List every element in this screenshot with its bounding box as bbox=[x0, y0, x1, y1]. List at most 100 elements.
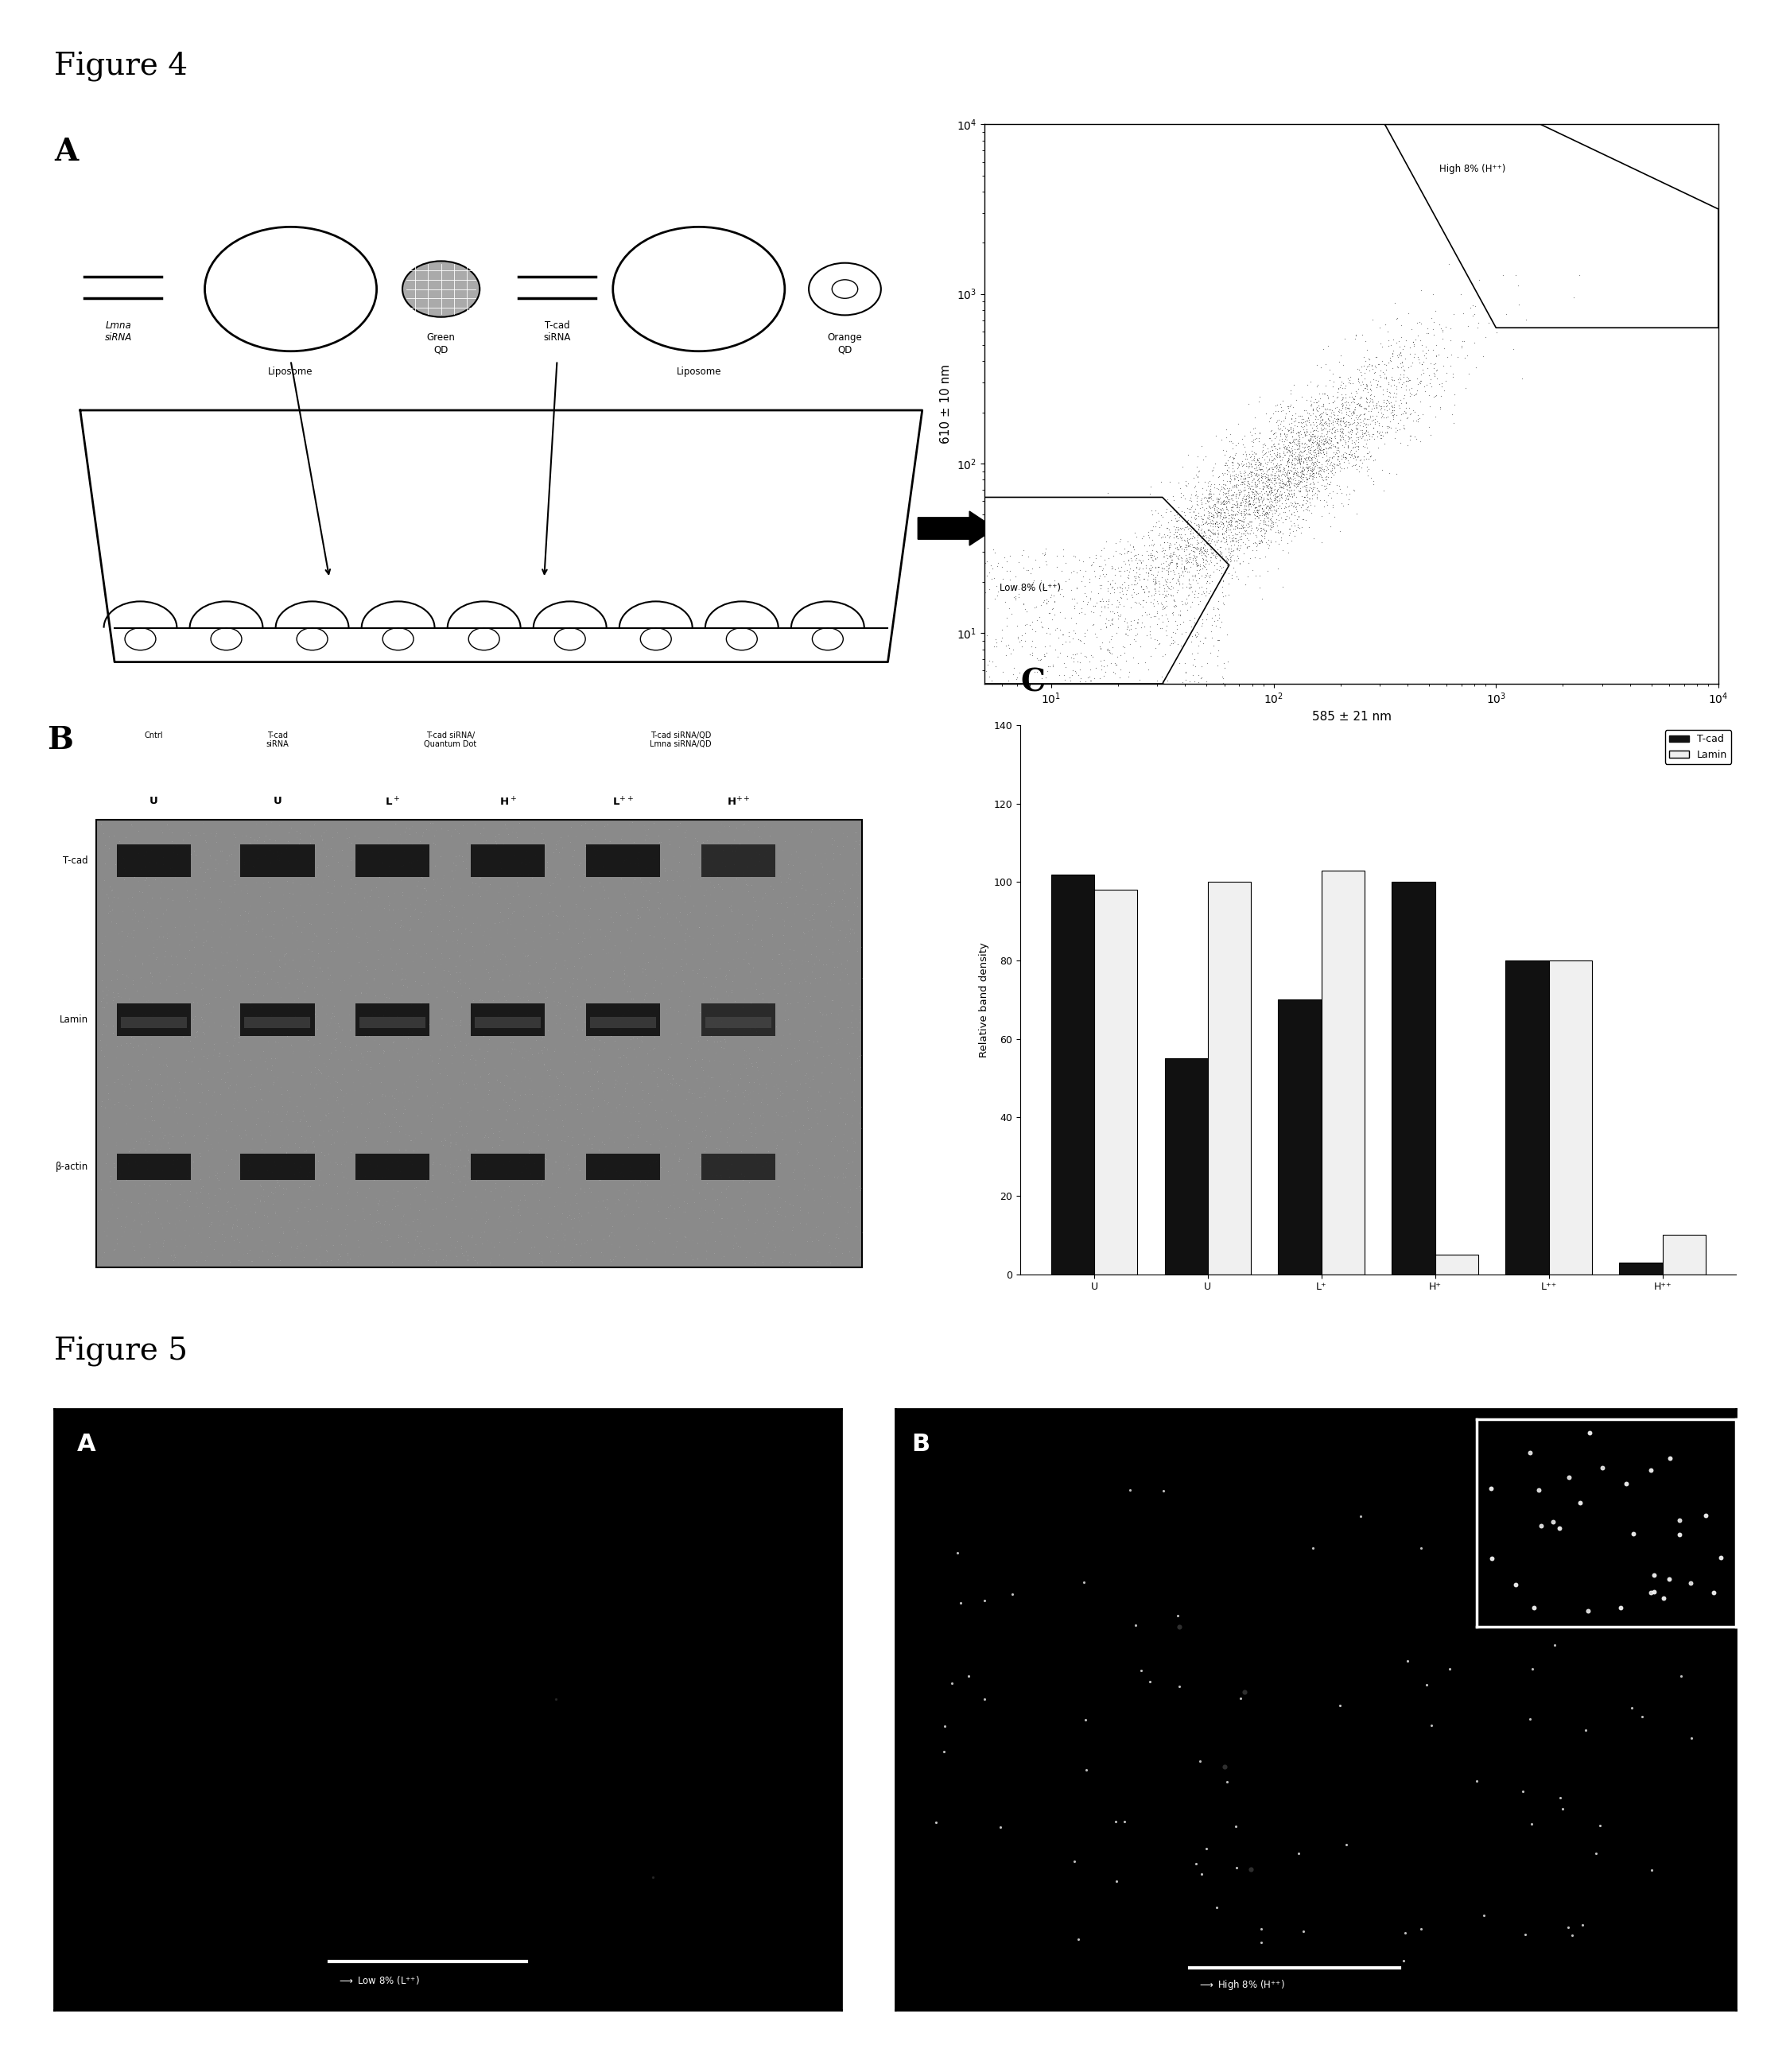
Point bbox=[1283, 510, 1312, 543]
Point bbox=[653, 1202, 682, 1235]
Point bbox=[1296, 425, 1325, 458]
Point bbox=[596, 1113, 625, 1146]
Point bbox=[619, 1090, 648, 1123]
Point bbox=[659, 1179, 687, 1212]
Point bbox=[1214, 543, 1242, 576]
Point bbox=[845, 1005, 874, 1038]
Point bbox=[601, 1185, 630, 1218]
Point bbox=[1217, 535, 1246, 568]
Point bbox=[816, 997, 845, 1030]
Point bbox=[691, 1227, 720, 1260]
Point bbox=[1212, 555, 1240, 588]
Point bbox=[1223, 487, 1251, 520]
Point bbox=[358, 1210, 387, 1243]
Point bbox=[371, 858, 399, 891]
Point bbox=[473, 874, 501, 908]
Point bbox=[1341, 394, 1369, 427]
Point bbox=[421, 868, 449, 901]
Point bbox=[387, 1169, 415, 1202]
Point bbox=[1131, 555, 1160, 588]
Point bbox=[1353, 458, 1382, 491]
Point bbox=[1190, 518, 1219, 551]
Point bbox=[576, 1053, 605, 1086]
Point bbox=[161, 970, 190, 1003]
Point bbox=[317, 934, 345, 968]
Point bbox=[847, 887, 875, 920]
Point bbox=[623, 899, 652, 932]
Point bbox=[132, 1196, 161, 1229]
Point bbox=[1307, 437, 1335, 470]
Point bbox=[394, 881, 422, 914]
Point bbox=[260, 1239, 288, 1272]
Point bbox=[1436, 1651, 1464, 1685]
Point bbox=[696, 1119, 725, 1152]
Point bbox=[147, 1069, 175, 1102]
Point bbox=[1214, 485, 1242, 518]
Point bbox=[174, 1183, 202, 1216]
Point bbox=[755, 1048, 784, 1082]
Point bbox=[490, 1191, 519, 1225]
Point bbox=[1137, 528, 1165, 562]
Point bbox=[489, 827, 517, 860]
Point bbox=[616, 879, 644, 912]
Point bbox=[1421, 379, 1450, 412]
Point bbox=[1072, 553, 1101, 586]
Point bbox=[1212, 499, 1240, 533]
Point bbox=[524, 1117, 553, 1150]
Point bbox=[403, 1233, 431, 1266]
Point bbox=[1292, 441, 1321, 474]
Point bbox=[1274, 450, 1303, 483]
Point bbox=[820, 1042, 848, 1075]
Point bbox=[188, 1003, 217, 1036]
Point bbox=[1230, 479, 1258, 512]
Point bbox=[1215, 466, 1244, 499]
Point bbox=[528, 1086, 557, 1119]
Point bbox=[179, 1210, 208, 1243]
Point bbox=[584, 827, 612, 860]
Point bbox=[295, 1193, 324, 1227]
Point bbox=[448, 1065, 476, 1098]
Point bbox=[673, 992, 702, 1026]
Point bbox=[1396, 332, 1425, 365]
Point bbox=[1310, 377, 1339, 410]
Point bbox=[1167, 512, 1196, 545]
Point bbox=[1196, 520, 1224, 553]
Point bbox=[1065, 624, 1094, 657]
Point bbox=[179, 1200, 208, 1233]
Point bbox=[448, 1237, 476, 1270]
Point bbox=[818, 821, 847, 854]
Point bbox=[797, 1063, 825, 1096]
Point bbox=[684, 1034, 712, 1067]
Point bbox=[616, 845, 644, 879]
Point bbox=[313, 926, 342, 959]
Point bbox=[1317, 450, 1346, 483]
Point bbox=[1149, 551, 1178, 584]
Point bbox=[496, 908, 524, 941]
Point bbox=[668, 874, 696, 908]
Point bbox=[1462, 1765, 1491, 1798]
Point bbox=[107, 930, 136, 963]
Point bbox=[1357, 460, 1385, 493]
Point bbox=[192, 1239, 220, 1272]
Text: High 8% (H⁺⁺): High 8% (H⁺⁺) bbox=[1439, 164, 1505, 174]
Point bbox=[705, 1044, 734, 1077]
Point bbox=[277, 916, 306, 949]
Point bbox=[351, 1125, 379, 1158]
Point bbox=[421, 866, 449, 899]
Point bbox=[1178, 506, 1206, 539]
Point bbox=[489, 1148, 517, 1181]
Point bbox=[1217, 506, 1246, 539]
Point bbox=[399, 1241, 428, 1274]
Point bbox=[496, 887, 524, 920]
Point bbox=[1113, 607, 1142, 640]
Point bbox=[390, 816, 419, 850]
Point bbox=[1266, 516, 1294, 549]
Point bbox=[585, 854, 614, 887]
Point bbox=[1244, 493, 1273, 526]
Point bbox=[1258, 506, 1287, 539]
Point bbox=[648, 943, 677, 976]
Point bbox=[983, 576, 1011, 609]
Point bbox=[1190, 516, 1219, 549]
Point bbox=[768, 1117, 797, 1150]
Point bbox=[813, 999, 841, 1032]
